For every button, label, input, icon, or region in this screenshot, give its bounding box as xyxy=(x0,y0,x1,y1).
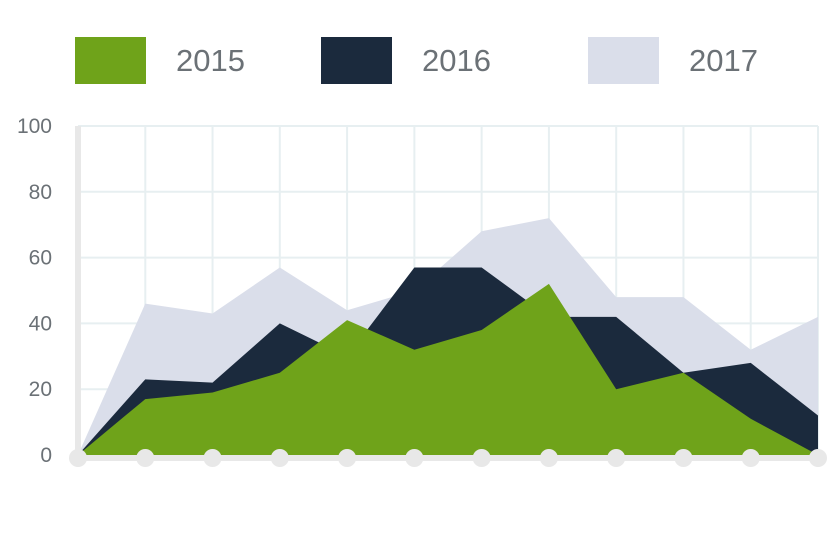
legend-label-2017: 2017 xyxy=(689,42,758,78)
x-axis-point-marker xyxy=(69,449,87,467)
x-axis-point-marker xyxy=(674,449,693,467)
y-tick-label: 0 xyxy=(40,444,52,467)
x-axis-point-marker xyxy=(741,449,760,467)
x-axis-point-marker xyxy=(472,449,491,467)
x-axis-point-marker xyxy=(270,449,289,467)
legend-swatch-2017 xyxy=(588,37,659,84)
area-series-2015 xyxy=(78,283,818,455)
x-axis-point-marker xyxy=(809,449,827,467)
x-axis-point-marker xyxy=(203,449,222,467)
x-axis-point-marker xyxy=(136,449,155,467)
y-tick-label: 60 xyxy=(29,247,52,270)
y-tick-label: 100 xyxy=(17,115,52,138)
x-axis-point-marker xyxy=(607,449,626,467)
legend-swatch-2015 xyxy=(75,37,146,84)
legend-swatch-2016 xyxy=(321,37,392,84)
y-tick-label: 80 xyxy=(29,181,52,204)
y-tick-label: 40 xyxy=(29,312,52,335)
legend-item-2015: 2015 xyxy=(75,37,245,84)
legend-label-2015: 2015 xyxy=(176,42,245,78)
x-axis-point-marker xyxy=(338,449,357,467)
x-axis-point-marker xyxy=(405,449,424,467)
y-tick-label: 20 xyxy=(29,378,52,401)
legend-item-2017: 2017 xyxy=(588,37,758,84)
legend-label-2016: 2016 xyxy=(422,42,491,78)
x-axis-point-marker xyxy=(539,449,558,467)
legend-item-2016: 2016 xyxy=(321,37,491,84)
